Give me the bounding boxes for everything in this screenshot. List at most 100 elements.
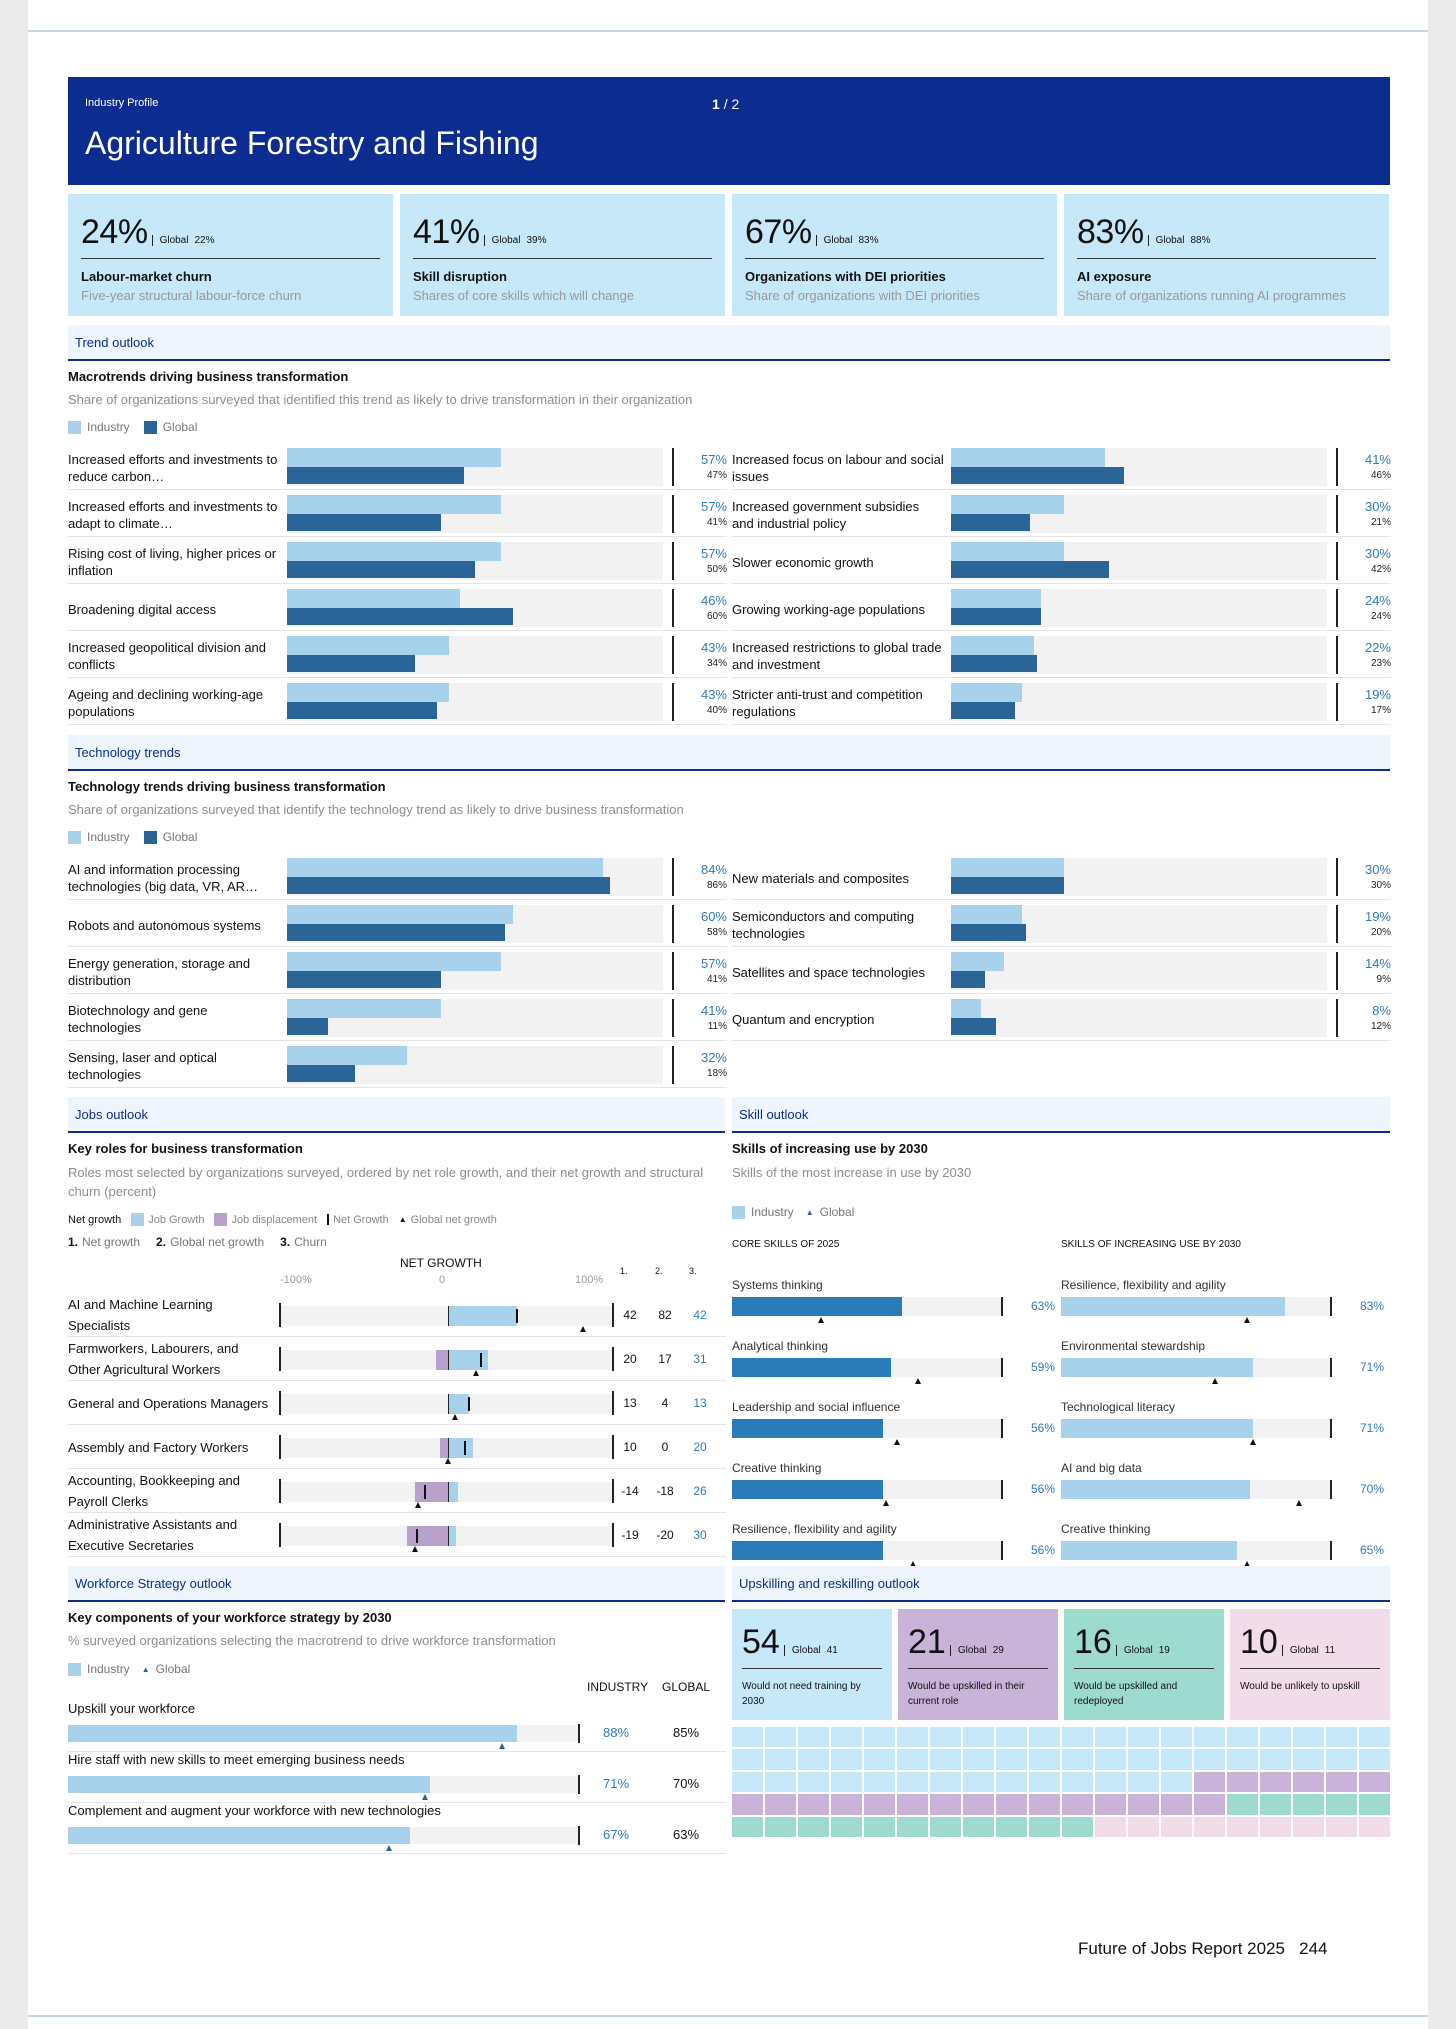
axis-min-label: -100% (280, 1274, 312, 1286)
stat-card: 41% Global 39% Skill disruption Shares of co… (400, 194, 725, 316)
waffle-cell (1062, 1749, 1093, 1770)
industry-bar (287, 448, 502, 467)
axis-left-rule (279, 1391, 281, 1415)
row-name: Quantum and encryption (732, 997, 944, 1041)
upskilling-value: 10 (1240, 1623, 1278, 1661)
legend-industry-label: Industry (87, 830, 130, 844)
row-name: Semiconductors and computing technologie… (732, 903, 944, 947)
global-net-growth-marker (412, 1546, 418, 1552)
skill-name: Creative thinking (732, 1461, 822, 1475)
stat-divider (81, 258, 380, 259)
stat-global-value: 83% (858, 235, 879, 246)
zero-line (448, 1306, 449, 1326)
trend-row: Growing working-age populations 24% 24% (732, 587, 1391, 631)
global-net-growth-marker (445, 1458, 451, 1464)
waffle-cell (1062, 1794, 1093, 1815)
row-name: Ageing and declining working-age populat… (68, 681, 280, 725)
col-2-header: 2. (655, 1266, 663, 1276)
global-value: 23% (1370, 658, 1391, 669)
global-bar (951, 877, 1064, 894)
industry-value: 43% (700, 640, 727, 655)
trend-row: Sensing, laser and optical technologies 3… (68, 1044, 727, 1088)
waffle-cell (1293, 1727, 1324, 1748)
stat-global-label: Global (159, 235, 189, 246)
row-name: Increased restrictions to global trade a… (732, 634, 944, 678)
industry-value: 60% (700, 909, 727, 924)
stat-card: 67% Global 83% Organizations with DEI prior… (732, 194, 1057, 316)
trend-row: Energy generation, storage and distribut… (68, 950, 727, 994)
global-marker (1211, 1378, 1218, 1384)
industry-bar (951, 999, 982, 1018)
global-marker (1244, 1317, 1251, 1323)
bar-track (951, 999, 1327, 1037)
section-technology-trends: Technology trends (68, 735, 1390, 771)
upskilling-global-label: Global (1123, 1645, 1153, 1656)
trend-row: Quantum and encryption 8% 12% (732, 997, 1391, 1041)
skill-row: Resilience, flexibility and agility 56% (732, 1522, 1055, 1583)
row-name: Satellites and space technologies (732, 950, 944, 994)
job-role-row: General and Operations Managers 13 4 13 (68, 1381, 726, 1425)
global-value: 30% (1370, 880, 1391, 891)
row-name: Energy generation, storage and distribut… (68, 950, 280, 994)
net-growth-tick (463, 1441, 466, 1455)
upskilling-global: Global 11 (1281, 1645, 1336, 1656)
section-skill-outlook: Skill outlook (732, 1097, 1390, 1133)
global-bar (287, 561, 475, 578)
workforce-industry-value: 67% (603, 1827, 630, 1842)
row-name-text: Satellites and space technologies (732, 964, 925, 980)
global-bar (951, 561, 1109, 578)
waffle-cell (1227, 1749, 1258, 1770)
core-skills-header: CORE SKILLS OF 2025 (732, 1239, 840, 1250)
axis-left-rule (279, 1435, 281, 1459)
industry-value: 46% (700, 593, 727, 608)
col-1-header: 1. (620, 1266, 628, 1276)
waffle-cell (1260, 1816, 1291, 1837)
bar-end-rule (1336, 448, 1338, 486)
waffle-cell (1029, 1816, 1060, 1837)
upskilling-value-line: 54 Global 41 (742, 1623, 882, 1662)
skill-end-rule (1330, 1419, 1332, 1438)
waffle-cell (1128, 1794, 1159, 1815)
skill-bar (1061, 1541, 1237, 1560)
job-role-row: Farmworkers, Labourers, and Other Agricu… (68, 1337, 726, 1381)
skill-name: Analytical thinking (732, 1339, 829, 1353)
job-displacement-bar (439, 1438, 448, 1458)
net-growth-track (281, 1394, 612, 1414)
job-role-row: Accounting, Bookkeeping and Payroll Cler… (68, 1469, 726, 1513)
net-growth-value: -14 (621, 1484, 639, 1498)
row-name: Stricter anti-trust and competition regu… (732, 681, 944, 725)
industry-bar (287, 683, 449, 702)
workforce-track (68, 1827, 578, 1844)
bar-track (287, 858, 663, 896)
row-name-text: Increased geopolitical division and conf… (68, 640, 267, 672)
axis-right-rule (612, 1303, 614, 1327)
stat-card: 24% Global 22% Labour-market churn Five-year… (68, 194, 393, 316)
waffle-cell (798, 1749, 829, 1770)
industry-bar (951, 636, 1034, 655)
axis-right-rule (612, 1347, 614, 1371)
bar-end-rule (1336, 952, 1338, 990)
waffle-cell (1326, 1727, 1357, 1748)
trend-row: Rising cost of living, higher prices or … (68, 540, 727, 584)
waffle-cell (1128, 1749, 1159, 1770)
churn-value: 30 (693, 1528, 707, 1542)
legend-industry-swatch (68, 830, 81, 844)
waffle-cell (1161, 1794, 1192, 1815)
role-name: Administrative Assistants and Executive … (68, 1513, 273, 1557)
global-bar (287, 1018, 329, 1035)
skill-track (1061, 1358, 1331, 1377)
row-name-text: Robots and autonomous systems (68, 917, 261, 933)
trend-title: Macrotrends driving business transformat… (68, 369, 349, 384)
jobs-column-key: 1. Net growth 2. Global net growth 3. Churn (68, 1235, 327, 1249)
role-name: Assembly and Factory Workers (68, 1425, 273, 1469)
skill-value: 56% (1030, 1482, 1055, 1496)
bar-track (287, 495, 663, 533)
role-name-text: Farmworkers, Labourers, and Other Agricu… (68, 1341, 239, 1377)
stat-global-label: Global (491, 235, 521, 246)
waffle-cell (864, 1727, 895, 1748)
bar-end-rule (1336, 905, 1338, 943)
global-marker (818, 1317, 825, 1323)
legend-net-growth-label: Net Growth (333, 1213, 389, 1226)
skill-track (1061, 1297, 1331, 1316)
global-bar (287, 924, 506, 941)
